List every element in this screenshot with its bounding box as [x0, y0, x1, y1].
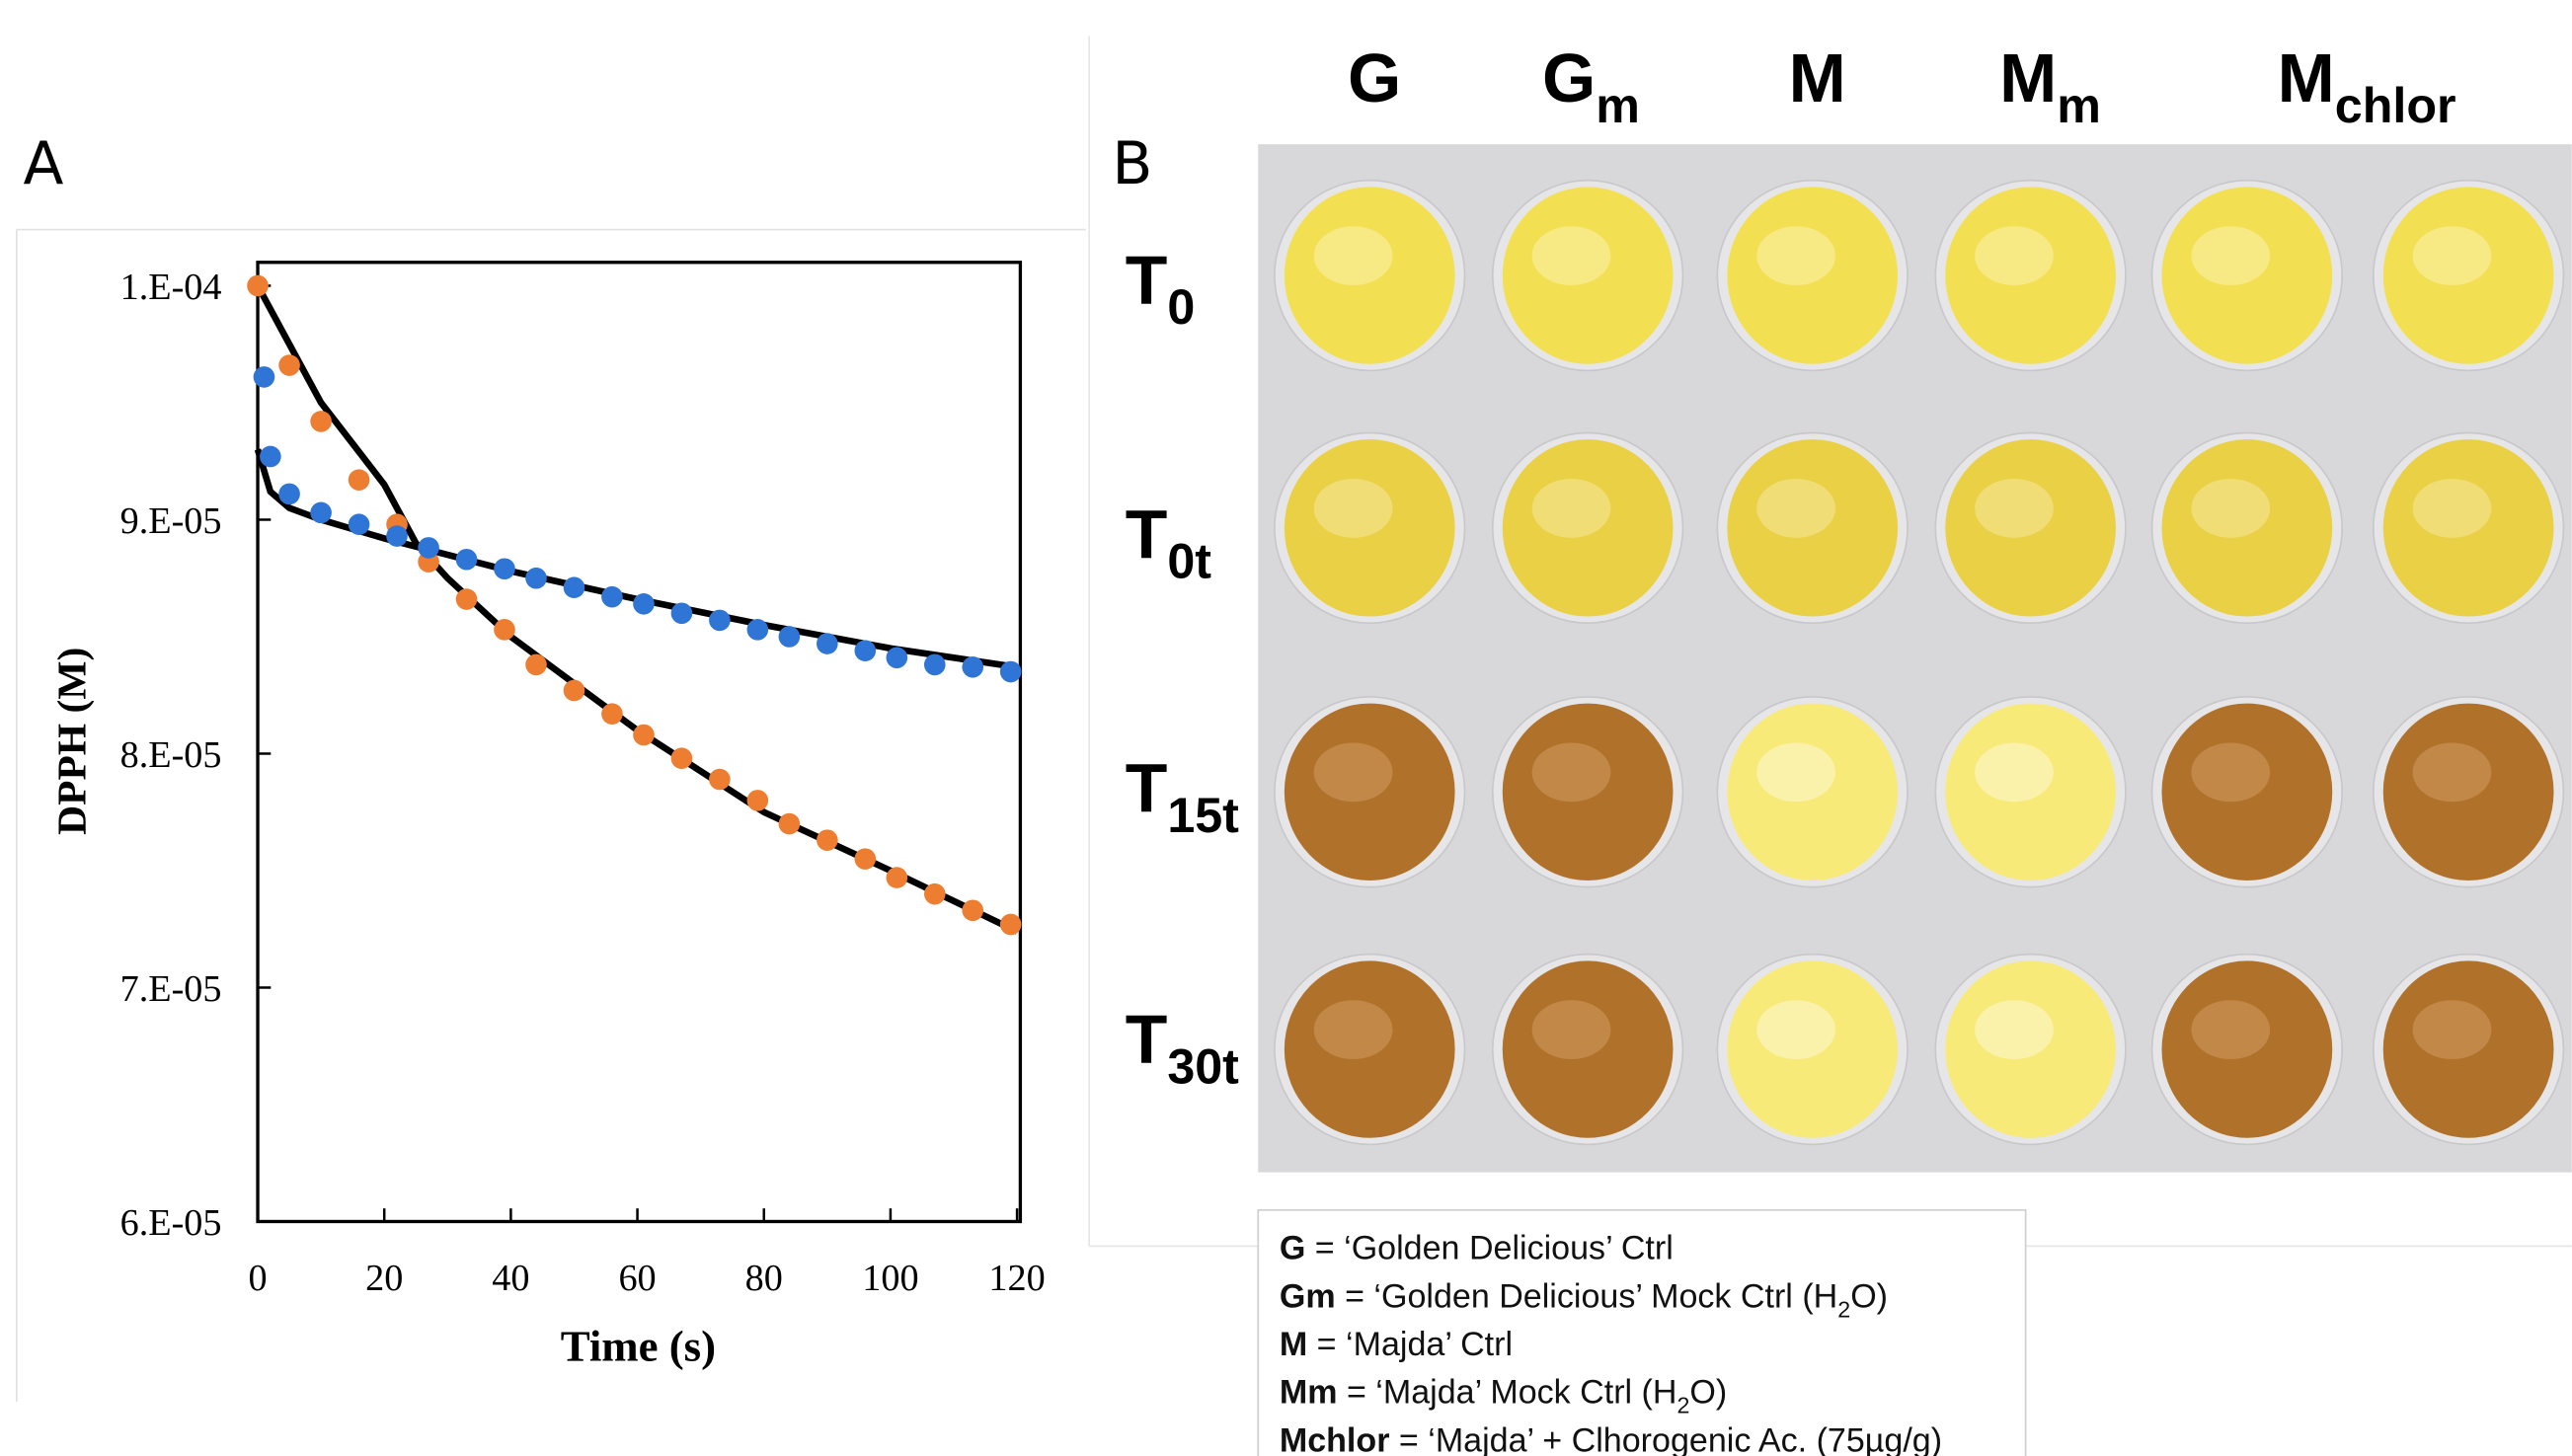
y-axis-label: DPPH (M) — [49, 648, 96, 835]
x-tick-label: 120 — [988, 1258, 1045, 1299]
well-highlight — [2413, 742, 2492, 802]
y-tick-label: 6.E-05 — [120, 1202, 222, 1244]
data-point — [525, 654, 547, 676]
data-point — [747, 619, 769, 641]
data-point — [247, 275, 269, 297]
data-point — [633, 725, 655, 746]
data-point — [456, 549, 478, 571]
well-highlight — [1975, 1000, 2054, 1059]
data-point — [254, 366, 275, 388]
x-tick-label: 60 — [618, 1258, 656, 1299]
well-highlight — [2191, 479, 2270, 538]
x-tick-label: 100 — [862, 1258, 918, 1299]
well-highlight — [1532, 226, 1611, 285]
well-highlight — [1756, 1000, 1835, 1059]
data-point — [924, 654, 946, 676]
figure: A B Time (s) DPPH (M) 6.E-05 7.E-05 8.E-05… — [0, 0, 2572, 1456]
data-point — [817, 829, 838, 851]
y-tick-label: 9.E-05 — [120, 500, 222, 542]
data-point — [854, 848, 876, 870]
data-point — [633, 593, 655, 615]
legend-entry: M = ‘Majda’ Ctrl — [1280, 1326, 1513, 1363]
data-point — [278, 484, 300, 505]
x-tick-label: 20 — [365, 1258, 403, 1299]
panel-label: B — [1112, 130, 1152, 198]
well-highlight — [2191, 742, 2270, 802]
data-point — [709, 610, 731, 632]
well-highlight — [1532, 1000, 1611, 1059]
data-point — [260, 446, 281, 468]
data-point — [671, 602, 693, 624]
well-highlight — [1314, 226, 1393, 285]
column-header: M — [1789, 39, 1846, 116]
data-point — [709, 769, 731, 791]
x-tick-label: 80 — [745, 1258, 783, 1299]
data-point — [349, 469, 370, 491]
data-point — [386, 525, 408, 547]
data-point — [887, 648, 908, 669]
data-point — [456, 588, 478, 610]
data-point — [310, 411, 332, 432]
well-highlight — [1756, 226, 1835, 285]
well-highlight — [2191, 226, 2270, 285]
y-tick-label: 8.E-05 — [120, 734, 222, 776]
data-point — [564, 680, 585, 702]
legend-entry: G = ‘Golden Delicious’ Ctrl — [1280, 1230, 1674, 1267]
data-point — [779, 813, 801, 835]
data-point — [278, 354, 300, 376]
well-highlight — [1756, 742, 1835, 802]
data-point — [601, 586, 623, 608]
column-header: G — [1348, 39, 1401, 116]
well-highlight — [1314, 1000, 1393, 1059]
data-point — [747, 790, 769, 811]
data-point — [854, 640, 876, 661]
data-point — [962, 656, 983, 678]
panel-label: A — [24, 130, 64, 198]
data-point — [817, 633, 838, 654]
well-highlight — [1975, 479, 2054, 538]
data-point — [494, 558, 515, 579]
y-tick-label: 7.E-05 — [120, 968, 222, 1010]
data-point — [924, 883, 946, 905]
data-point — [349, 513, 370, 535]
legend-entry: Mchlor = ‘Majda’ + Clhorogenic Ac. (75µg… — [1280, 1421, 1942, 1456]
data-point — [525, 568, 547, 589]
well-highlight — [1975, 226, 2054, 285]
well-highlight — [1975, 742, 2054, 802]
x-axis-label: Time (s) — [561, 1322, 716, 1371]
data-point — [418, 537, 439, 559]
data-point — [494, 619, 515, 641]
data-point — [601, 703, 623, 725]
data-point — [887, 867, 908, 888]
x-tick-label: 0 — [248, 1258, 267, 1299]
data-point — [1000, 661, 1022, 683]
x-tick-label: 40 — [492, 1258, 529, 1299]
well-highlight — [1314, 479, 1393, 538]
well-highlight — [1756, 479, 1835, 538]
y-tick-label: 1.E-04 — [120, 267, 222, 308]
data-point — [1000, 914, 1022, 936]
well-highlight — [1532, 742, 1611, 802]
well-highlight — [2413, 1000, 2492, 1059]
data-point — [671, 747, 693, 769]
well-highlight — [2191, 1000, 2270, 1059]
well-highlight — [1314, 742, 1393, 802]
well-highlight — [1532, 479, 1611, 538]
well-highlight — [2413, 479, 2492, 538]
data-point — [310, 502, 332, 524]
data-point — [962, 899, 983, 921]
data-point — [564, 576, 585, 598]
data-point — [779, 626, 801, 648]
well-highlight — [2413, 226, 2492, 285]
